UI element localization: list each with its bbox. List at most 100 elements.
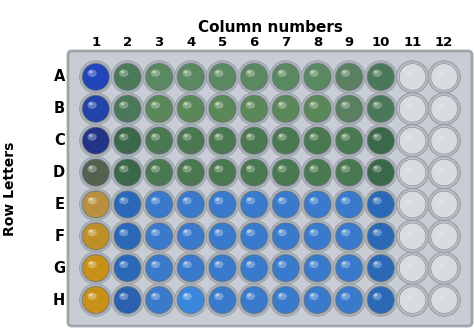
Ellipse shape — [277, 70, 287, 77]
Circle shape — [367, 96, 394, 122]
Ellipse shape — [120, 134, 124, 137]
Circle shape — [431, 128, 457, 154]
Ellipse shape — [406, 231, 413, 236]
Ellipse shape — [342, 70, 346, 73]
Circle shape — [428, 284, 460, 316]
Circle shape — [240, 222, 269, 251]
Circle shape — [82, 126, 110, 155]
Circle shape — [241, 128, 267, 154]
Ellipse shape — [309, 133, 319, 141]
Ellipse shape — [406, 295, 413, 300]
Ellipse shape — [247, 262, 251, 265]
Circle shape — [336, 191, 363, 218]
Ellipse shape — [88, 165, 97, 172]
Circle shape — [270, 156, 302, 189]
Ellipse shape — [374, 134, 378, 137]
Circle shape — [209, 96, 236, 122]
Circle shape — [111, 220, 144, 252]
Ellipse shape — [310, 166, 314, 169]
Ellipse shape — [151, 197, 160, 204]
Circle shape — [431, 223, 457, 250]
Circle shape — [208, 286, 237, 314]
Text: G: G — [53, 261, 65, 276]
Circle shape — [208, 222, 237, 251]
Circle shape — [431, 191, 457, 218]
Circle shape — [399, 159, 426, 186]
Circle shape — [82, 222, 110, 251]
Circle shape — [336, 96, 363, 122]
Circle shape — [113, 126, 142, 155]
Ellipse shape — [277, 197, 287, 204]
Circle shape — [303, 158, 332, 187]
Circle shape — [241, 223, 267, 250]
Circle shape — [333, 252, 365, 284]
Ellipse shape — [310, 198, 314, 201]
Circle shape — [366, 222, 395, 251]
Circle shape — [270, 284, 302, 316]
Circle shape — [272, 126, 300, 155]
Circle shape — [399, 223, 426, 250]
Ellipse shape — [182, 133, 192, 141]
Text: Column numbers: Column numbers — [198, 20, 342, 35]
Circle shape — [399, 255, 426, 281]
Circle shape — [365, 61, 397, 93]
Circle shape — [82, 63, 110, 91]
Ellipse shape — [119, 102, 128, 109]
Circle shape — [241, 191, 267, 218]
Circle shape — [367, 64, 394, 90]
Circle shape — [301, 252, 334, 284]
Circle shape — [367, 159, 394, 186]
Ellipse shape — [216, 198, 219, 201]
Circle shape — [398, 254, 427, 283]
Circle shape — [113, 158, 142, 187]
Circle shape — [398, 286, 427, 314]
Circle shape — [365, 156, 397, 189]
Ellipse shape — [341, 165, 350, 172]
Circle shape — [143, 284, 175, 316]
Ellipse shape — [182, 70, 192, 77]
Circle shape — [206, 125, 239, 157]
Ellipse shape — [119, 70, 128, 77]
Circle shape — [238, 61, 270, 93]
Text: Row Letters: Row Letters — [3, 141, 17, 236]
Circle shape — [336, 255, 363, 281]
Circle shape — [272, 286, 300, 314]
Ellipse shape — [438, 295, 445, 300]
Circle shape — [273, 287, 299, 313]
Circle shape — [206, 284, 239, 316]
Circle shape — [174, 188, 207, 221]
Circle shape — [335, 222, 364, 251]
Ellipse shape — [279, 262, 283, 265]
Circle shape — [82, 159, 109, 186]
Circle shape — [143, 125, 175, 157]
Circle shape — [428, 188, 460, 221]
Circle shape — [174, 93, 207, 125]
Ellipse shape — [247, 166, 251, 169]
Circle shape — [82, 286, 110, 314]
Ellipse shape — [152, 166, 156, 169]
Text: A: A — [54, 70, 65, 85]
Ellipse shape — [341, 102, 350, 109]
Circle shape — [114, 64, 141, 90]
Ellipse shape — [310, 262, 314, 265]
Circle shape — [111, 188, 144, 221]
Ellipse shape — [309, 293, 319, 300]
Ellipse shape — [119, 293, 128, 300]
Circle shape — [240, 190, 269, 219]
Text: 7: 7 — [281, 36, 291, 49]
Ellipse shape — [152, 70, 156, 73]
Circle shape — [365, 284, 397, 316]
Ellipse shape — [214, 133, 223, 141]
Ellipse shape — [88, 197, 97, 204]
Ellipse shape — [151, 102, 160, 109]
Circle shape — [367, 191, 394, 218]
Circle shape — [146, 191, 173, 218]
Ellipse shape — [152, 102, 156, 105]
Ellipse shape — [406, 104, 413, 109]
Circle shape — [273, 255, 299, 281]
Ellipse shape — [119, 133, 128, 141]
Circle shape — [208, 95, 237, 123]
Circle shape — [146, 128, 173, 154]
Circle shape — [174, 61, 207, 93]
Circle shape — [301, 156, 334, 189]
